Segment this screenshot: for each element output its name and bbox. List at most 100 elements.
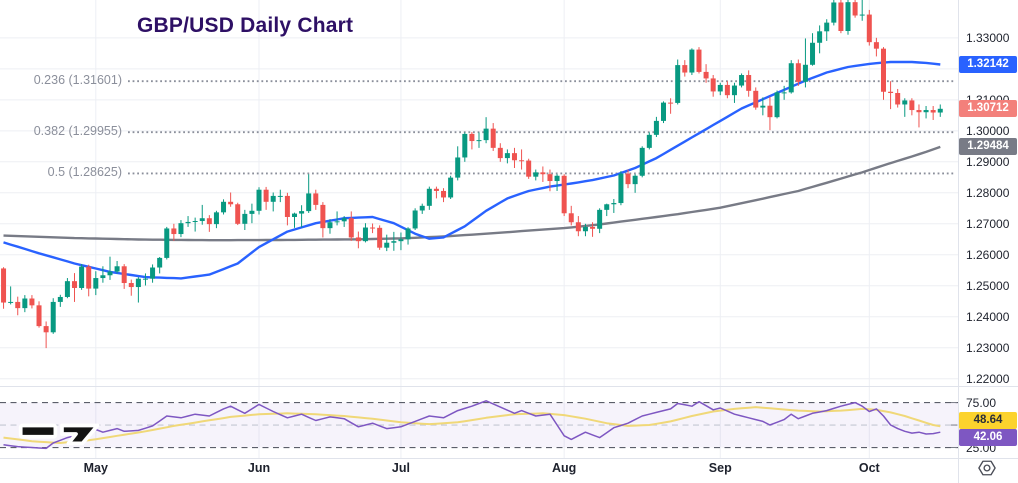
candle[interactable] [760,97,766,116]
rsi-line[interactable] [3,400,941,450]
month-label[interactable]: Sep [708,461,732,475]
candle[interactable] [625,169,631,189]
candle[interactable] [50,298,56,334]
candle[interactable] [632,174,638,193]
candle[interactable] [199,204,205,225]
candle[interactable] [277,189,283,203]
candle[interactable] [398,232,404,251]
candle[interactable] [746,70,752,97]
candle[interactable] [142,273,148,286]
candle[interactable] [710,75,716,97]
candle[interactable] [72,273,78,302]
candle[interactable] [107,256,113,280]
candle[interactable] [646,132,652,150]
candle[interactable] [561,174,567,217]
candle[interactable] [909,98,915,116]
candle[interactable] [370,223,376,234]
candle[interactable] [483,117,489,144]
candle[interactable] [100,266,106,283]
candle[interactable] [689,48,695,76]
candle[interactable] [341,216,347,227]
candle[interactable] [916,104,922,128]
candle[interactable] [511,147,517,169]
candle[interactable] [774,90,780,119]
candle[interactable] [703,64,709,83]
candle[interactable] [888,81,894,110]
candle[interactable] [490,123,496,151]
ma-fast-line[interactable] [3,60,941,280]
candle[interactable] [391,231,397,251]
candle[interactable] [554,174,560,191]
candle[interactable] [540,166,546,182]
candle[interactable] [419,203,425,214]
candle[interactable] [497,143,503,162]
candle[interactable] [313,189,319,210]
candle[interactable] [405,227,411,245]
candle[interactable] [242,209,248,231]
candle[interactable] [355,231,361,249]
candle[interactable] [611,199,617,213]
candle[interactable] [433,186,439,199]
candle[interactable] [668,98,674,114]
fib-retracement-lines[interactable] [128,80,955,175]
candle[interactable] [348,211,354,241]
candle[interactable] [781,85,787,100]
candle[interactable] [384,234,390,252]
candle[interactable] [79,264,85,290]
month-label[interactable]: Aug [551,461,577,475]
candle[interactable] [653,116,659,138]
candle[interactable] [824,19,830,41]
candle[interactable] [206,215,212,232]
tradingview-logo[interactable] [15,418,107,453]
candle[interactable] [831,0,837,26]
rsi-ma-line[interactable] [3,406,941,444]
candle[interactable] [412,208,418,231]
candle[interactable] [362,223,368,243]
candle[interactable] [795,59,801,86]
candle[interactable] [235,202,241,226]
candle[interactable] [788,60,794,94]
candle[interactable] [178,220,184,238]
candle[interactable] [455,146,461,181]
month-label[interactable]: Oct [858,461,880,475]
candle[interactable] [753,87,759,110]
candle[interactable] [767,96,773,131]
candle[interactable] [852,0,858,18]
candle[interactable] [426,186,432,210]
candle[interactable] [895,88,901,108]
candle[interactable] [476,132,482,148]
candle[interactable] [504,149,510,164]
candle[interactable] [57,294,63,307]
candle[interactable] [731,82,737,103]
candle[interactable] [866,9,872,46]
candle[interactable] [568,205,574,226]
candle[interactable] [859,0,865,21]
candle[interactable] [93,271,99,296]
month-label[interactable]: Jul [391,461,410,475]
candle[interactable] [334,211,340,226]
candle[interactable] [36,301,42,328]
candle[interactable] [838,0,844,34]
month-label[interactable]: May [83,461,108,475]
candle[interactable] [937,104,943,117]
candle[interactable] [639,146,645,178]
candle[interactable] [43,321,49,349]
candle[interactable] [221,199,227,215]
candle[interactable] [661,101,667,124]
candle[interactable] [157,256,163,274]
candle[interactable] [185,216,191,227]
candle[interactable] [128,279,134,296]
candle[interactable] [64,278,70,299]
candle[interactable] [228,192,234,207]
candle[interactable] [930,106,936,120]
candle[interactable] [696,47,702,74]
candle[interactable] [582,223,588,237]
candle[interactable] [533,169,539,181]
candle[interactable] [284,192,290,226]
candle[interactable] [717,82,723,96]
candle[interactable] [22,295,28,313]
candle[interactable] [682,60,688,77]
candle[interactable] [263,186,269,210]
candle[interactable] [739,73,745,88]
candle[interactable] [880,47,886,100]
